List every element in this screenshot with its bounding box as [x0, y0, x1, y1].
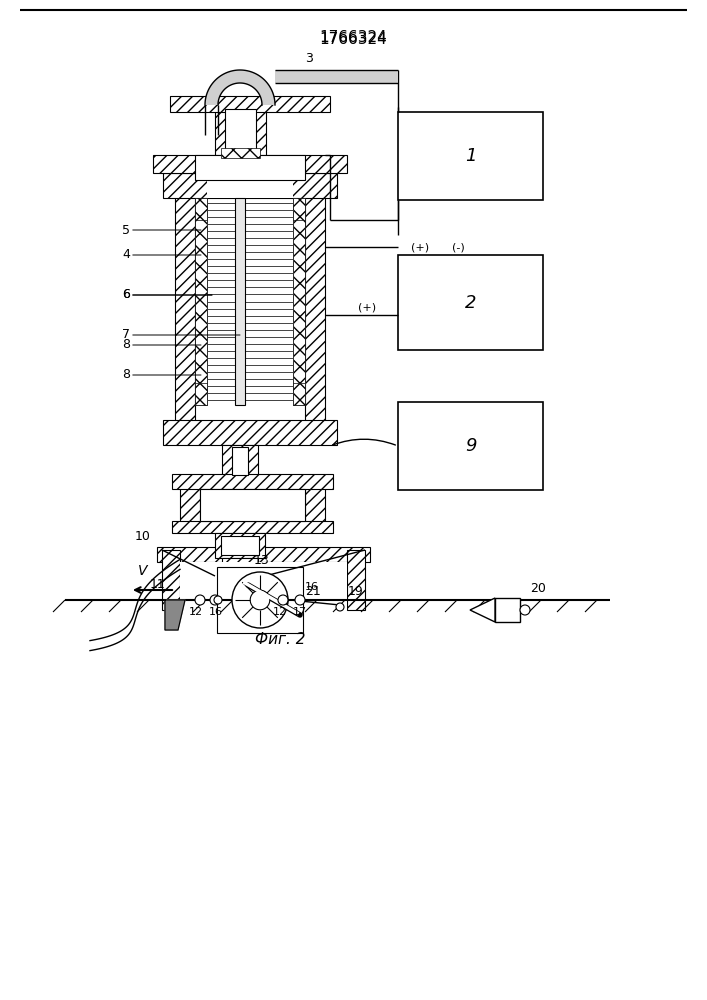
Bar [222, 558, 258, 576]
Text: 10: 10 [135, 530, 151, 543]
Bar [495, 598, 520, 622]
Bar [221, 148, 260, 158]
Bar [170, 96, 330, 112]
Bar [153, 155, 347, 173]
Bar [172, 474, 333, 489]
Text: 1766324: 1766324 [319, 30, 387, 45]
Text: 1: 1 [464, 147, 477, 165]
Text: 7: 7 [122, 328, 240, 342]
Bar [293, 198, 305, 220]
Text: 2: 2 [464, 294, 477, 312]
Text: 9: 9 [464, 437, 477, 455]
Text: 12: 12 [189, 607, 203, 617]
Text: 21: 21 [305, 585, 321, 598]
Bar [207, 173, 293, 198]
Bar [180, 477, 200, 525]
Text: 19: 19 [348, 585, 363, 598]
Text: 16: 16 [209, 607, 223, 617]
Circle shape [210, 595, 220, 605]
Text: 8: 8 [122, 368, 201, 381]
Bar [235, 198, 245, 405]
Text: 1766324: 1766324 [319, 32, 387, 47]
Bar [195, 198, 207, 405]
Circle shape [295, 595, 305, 605]
Text: 3: 3 [305, 52, 313, 65]
Bar [207, 203, 293, 400]
Circle shape [250, 590, 270, 610]
Bar [180, 562, 347, 610]
Text: 16: 16 [305, 582, 319, 592]
Bar [305, 180, 325, 425]
Bar [195, 155, 305, 180]
Text: 17: 17 [293, 607, 307, 617]
Bar [398, 402, 543, 490]
Bar [225, 109, 256, 153]
Bar [347, 550, 365, 610]
Bar [200, 489, 305, 521]
Circle shape [195, 595, 205, 605]
Bar [398, 112, 543, 200]
Bar [215, 107, 266, 155]
Polygon shape [470, 598, 495, 622]
Text: Фиг. 2: Фиг. 2 [255, 633, 305, 648]
Bar [162, 550, 180, 610]
Bar [305, 477, 325, 525]
Text: (+): (+) [411, 242, 429, 252]
Text: 13: 13 [254, 554, 270, 567]
Circle shape [278, 595, 288, 605]
Bar [163, 173, 337, 198]
Text: 11: 11 [150, 578, 165, 591]
Text: V: V [139, 564, 148, 578]
Polygon shape [205, 70, 275, 105]
Bar [157, 547, 370, 562]
Text: (+): (+) [358, 302, 376, 312]
Text: 5: 5 [122, 224, 201, 236]
Bar [275, 70, 398, 83]
Circle shape [520, 605, 530, 615]
Bar [221, 536, 259, 555]
Bar [172, 521, 333, 533]
Bar [293, 383, 305, 405]
Bar [217, 567, 303, 633]
Text: 12: 12 [273, 607, 287, 617]
Polygon shape [165, 600, 185, 630]
Circle shape [336, 603, 344, 611]
Text: 20: 20 [530, 582, 546, 595]
Bar [215, 533, 265, 558]
Text: 8: 8 [122, 338, 201, 352]
Bar [175, 180, 195, 425]
Bar [163, 420, 337, 445]
Text: 4: 4 [122, 248, 201, 261]
Bar [232, 447, 248, 475]
Circle shape [214, 596, 222, 604]
Bar [293, 198, 305, 405]
Bar [195, 383, 207, 405]
Bar [222, 445, 258, 477]
Text: (-): (-) [452, 242, 464, 252]
Text: 6: 6 [122, 288, 212, 302]
Bar [195, 198, 207, 220]
Text: 6: 6 [122, 288, 212, 302]
Circle shape [232, 572, 288, 628]
Bar [398, 255, 543, 350]
